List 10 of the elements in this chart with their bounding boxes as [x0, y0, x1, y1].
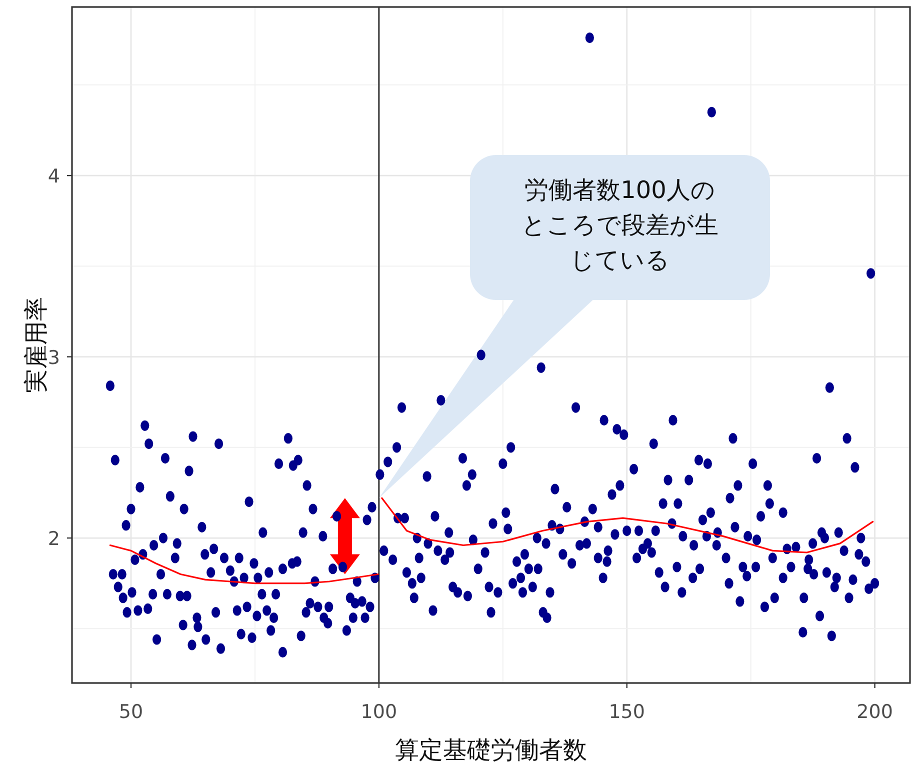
y-tick-label: 4	[48, 166, 60, 188]
x-tick-label: 50	[118, 701, 144, 723]
y-axis-title: 実雇用率	[22, 297, 50, 393]
x-axis-title: 算定基礎労働者数	[395, 736, 587, 764]
x-tick-label: 150	[608, 701, 645, 723]
y-tick-label: 2	[48, 528, 60, 550]
y-tick-label: 3	[48, 346, 60, 369]
x-tick-label: 200	[856, 701, 893, 723]
x-tick-label: 100	[360, 701, 398, 723]
annotation: 労働者数100人のところで段差が生じている	[470, 155, 770, 300]
